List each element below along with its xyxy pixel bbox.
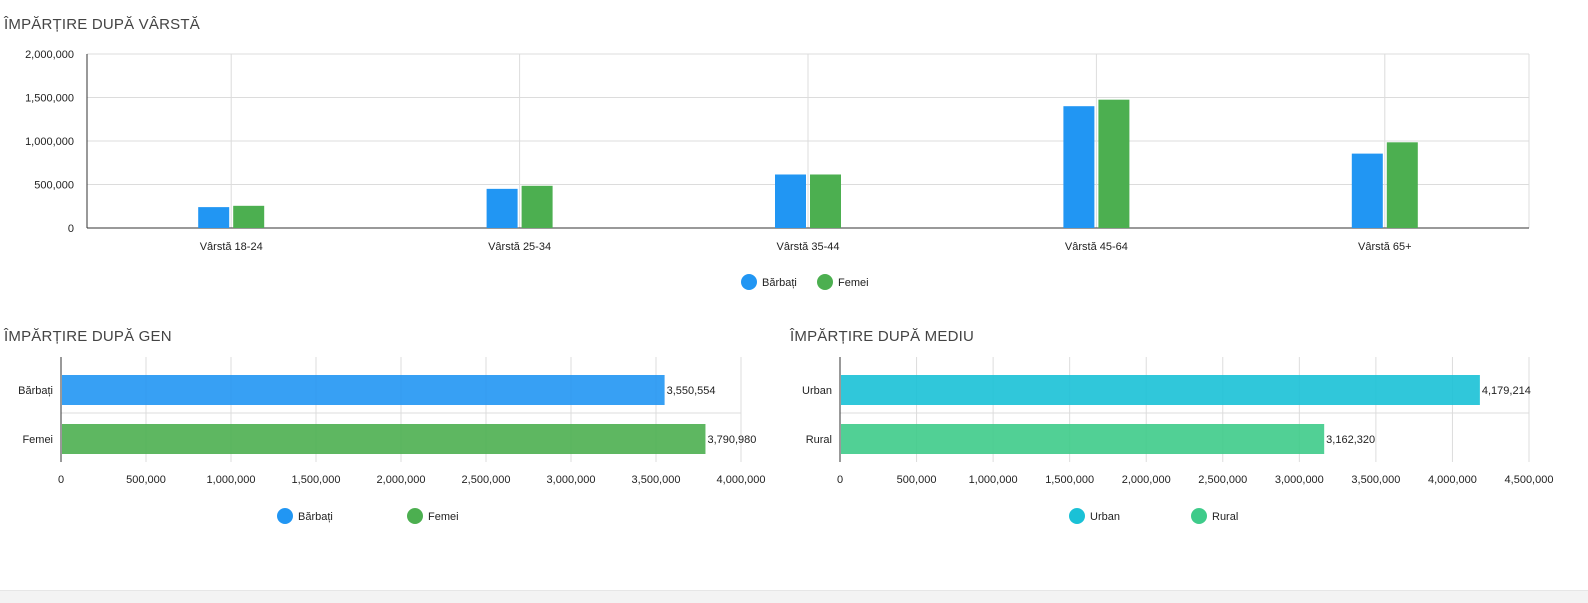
environment-x-tick-label: 1,000,000 xyxy=(969,474,1018,486)
environment-x-tick-label: 2,500,000 xyxy=(1198,474,1247,486)
environment-bar-urban[interactable] xyxy=(841,375,1480,405)
gender-x-tick-label: 4,000,000 xyxy=(717,474,766,486)
gender-chart-title: ÎMPĂRȚIRE DUPĂ GEN xyxy=(4,328,172,345)
x-category-label: Vârstă 18-24 xyxy=(200,241,263,253)
gender-legend-label[interactable]: Femei xyxy=(428,511,459,523)
legend-marker-femei[interactable] xyxy=(817,274,833,290)
environment-x-tick-label: 500,000 xyxy=(897,474,937,486)
environment-legend-label[interactable]: Rural xyxy=(1212,511,1238,523)
environment-legend-marker[interactable] xyxy=(1069,508,1085,524)
environment-value-label: 3,162,320 xyxy=(1326,434,1375,446)
legend-marker-barbati[interactable] xyxy=(741,274,757,290)
environment-x-tick-label: 1,500,000 xyxy=(1045,474,1094,486)
gender-x-tick-label: 0 xyxy=(58,474,64,486)
bar-barbati[interactable] xyxy=(1351,153,1383,228)
gender-x-tick-label: 2,000,000 xyxy=(377,474,426,486)
x-category-label: Vârstă 45-64 xyxy=(1065,241,1128,253)
gender-category-label: Femei xyxy=(22,434,53,446)
bar-barbati[interactable] xyxy=(775,174,806,228)
x-category-label: Vârstă 35-44 xyxy=(777,241,840,253)
x-category-label: Vârstă 65+ xyxy=(1358,241,1412,253)
environment-x-tick-label: 4,500,000 xyxy=(1505,474,1554,486)
environment-category-label: Rural xyxy=(806,434,832,446)
bar-barbati[interactable] xyxy=(198,207,230,228)
page-footer-divider xyxy=(0,590,1588,603)
bar-femei[interactable] xyxy=(1098,99,1130,228)
legend-label-femei[interactable]: Femei xyxy=(838,277,869,289)
environment-x-tick-label: 2,000,000 xyxy=(1122,474,1171,486)
environment-x-tick-label: 4,000,000 xyxy=(1428,474,1477,486)
y-tick-label: 2,000,000 xyxy=(25,49,74,61)
gender-bar-bărbați[interactable] xyxy=(62,375,665,405)
gender-legend-marker[interactable] xyxy=(407,508,423,524)
gender-value-label: 3,790,980 xyxy=(707,434,756,446)
gender-value-label: 3,550,554 xyxy=(667,385,716,397)
environment-x-tick-label: 3,000,000 xyxy=(1275,474,1324,486)
gender-x-tick-label: 3,500,000 xyxy=(632,474,681,486)
y-tick-label: 1,500,000 xyxy=(25,93,74,105)
gender-category-label: Bărbați xyxy=(18,385,53,397)
environment-legend-marker[interactable] xyxy=(1191,508,1207,524)
environment-x-tick-label: 0 xyxy=(837,474,843,486)
y-tick-label: 500,000 xyxy=(34,180,74,192)
bar-femei[interactable] xyxy=(1386,142,1418,228)
bar-femei[interactable] xyxy=(233,205,265,228)
gender-x-tick-label: 3,000,000 xyxy=(547,474,596,486)
gender-bar-femei[interactable] xyxy=(62,424,706,454)
age-chart-title: ÎMPĂRȚIRE DUPĂ VÂRSTĂ xyxy=(4,16,200,33)
bar-barbati[interactable] xyxy=(1063,106,1095,228)
y-tick-label: 0 xyxy=(68,223,74,235)
gender-x-tick-label: 1,000,000 xyxy=(207,474,256,486)
bar-barbati[interactable] xyxy=(486,188,518,228)
gender-x-tick-label: 500,000 xyxy=(126,474,166,486)
gender-legend-marker[interactable] xyxy=(277,508,293,524)
environment-x-tick-label: 3,500,000 xyxy=(1351,474,1400,486)
gender-x-tick-label: 1,500,000 xyxy=(292,474,341,486)
x-category-label: Vârstă 25-34 xyxy=(488,241,551,253)
bar-femei[interactable] xyxy=(521,185,553,228)
bar-femei[interactable] xyxy=(810,174,841,228)
environment-chart-title: ÎMPĂRȚIRE DUPĂ MEDIU xyxy=(790,328,975,345)
gender-legend-label[interactable]: Bărbați xyxy=(298,511,333,523)
environment-value-label: 4,179,214 xyxy=(1482,385,1531,397)
y-tick-label: 1,000,000 xyxy=(25,136,74,148)
gender-x-tick-label: 2,500,000 xyxy=(462,474,511,486)
environment-category-label: Urban xyxy=(802,385,832,397)
environment-legend-label[interactable]: Urban xyxy=(1090,511,1120,523)
environment-bar-rural[interactable] xyxy=(841,424,1325,454)
legend-label-barbati[interactable]: Bărbați xyxy=(762,277,797,289)
